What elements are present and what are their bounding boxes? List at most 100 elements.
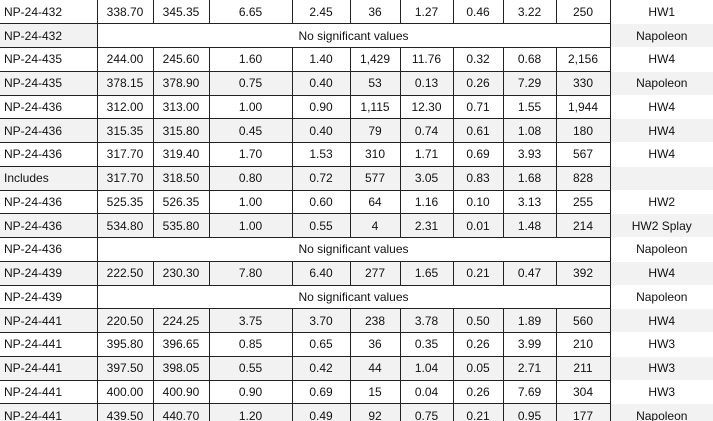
table-row: NP-24-436 525.35 526.35 1.00 0.60 64 1.16 0.10 3… bbox=[0, 190, 713, 215]
cell: 392 bbox=[555, 261, 610, 286]
cell: 0.42 bbox=[291, 356, 350, 381]
table-row: NP-24-441 397.50 398.05 0.55 0.42 44 1.04 0.05 2… bbox=[0, 356, 713, 381]
hole-id: NP-24-439 bbox=[0, 261, 97, 286]
cell: HW4 bbox=[609, 261, 713, 285]
cell: 64 bbox=[349, 190, 400, 215]
cell: HW4 bbox=[609, 308, 713, 333]
hole-id: NP-24-441 bbox=[0, 356, 97, 381]
cell: 224.25 bbox=[152, 308, 209, 333]
cell: 36 bbox=[349, 0, 400, 25]
cell: 6.40 bbox=[291, 261, 350, 286]
cell: 0.69 bbox=[452, 142, 503, 167]
hole-id: NP-24-435 bbox=[0, 47, 97, 72]
cell: 1.00 bbox=[208, 95, 292, 120]
cell: 526.35 bbox=[152, 190, 209, 215]
cell: 0.68 bbox=[502, 47, 556, 72]
cell: 0.10 bbox=[452, 190, 503, 215]
cell: 1.00 bbox=[208, 190, 292, 215]
cell: 2.71 bbox=[502, 356, 556, 381]
cell: 0.05 bbox=[452, 356, 503, 381]
cell: 0.21 bbox=[452, 261, 503, 286]
cell: 567 bbox=[555, 142, 610, 167]
cell: 1,944 bbox=[555, 95, 610, 120]
cell: 44 bbox=[349, 356, 400, 381]
hole-id: NP-24-436 bbox=[0, 142, 97, 167]
table-row: NP-24-441 400.00 400.90 0.90 0.69 15 0.04 0.26 7… bbox=[0, 380, 713, 405]
cell: 211 bbox=[555, 356, 610, 381]
cell: 318.50 bbox=[152, 166, 209, 191]
cell: 0.01 bbox=[452, 213, 503, 238]
zone: Napoleon bbox=[609, 237, 713, 262]
cell: 330 bbox=[555, 71, 610, 96]
cell: 214 bbox=[555, 213, 610, 238]
cell: 0.49 bbox=[291, 403, 350, 421]
cell: 250 bbox=[555, 0, 610, 25]
cell: 7.80 bbox=[208, 261, 292, 286]
cell: 1.40 bbox=[291, 47, 350, 72]
cell: 0.60 bbox=[291, 190, 350, 215]
cell: 2.45 bbox=[291, 0, 350, 25]
cell: 0.55 bbox=[291, 213, 350, 238]
hole-id: NP-24-441 bbox=[0, 403, 97, 421]
cell: 0.95 bbox=[502, 403, 556, 421]
cell: 439.50 bbox=[96, 403, 153, 421]
cell: 1,429 bbox=[349, 47, 400, 72]
cell: 315.35 bbox=[96, 118, 153, 143]
hole-id: NP-24-441 bbox=[0, 332, 97, 357]
table-row: NP-24-432 No significant values Napoleon bbox=[0, 23, 713, 48]
hole-id: NP-24-436 bbox=[0, 118, 97, 143]
table-row: NP-24-441 220.50 224.25 3.75 3.70 238 3.78 0.50… bbox=[0, 308, 713, 333]
cell: 440.70 bbox=[152, 403, 209, 421]
hole-id: NP-24-435 bbox=[0, 71, 97, 96]
table-row: NP-24-435 244.00 245.60 1.60 1.40 1,429 11.76 0… bbox=[0, 47, 713, 72]
cell: 0.90 bbox=[291, 95, 350, 120]
cell: 397.50 bbox=[96, 356, 153, 381]
cell: HW4 bbox=[609, 142, 713, 167]
cell: 1.16 bbox=[399, 190, 453, 215]
cell: 534.80 bbox=[96, 213, 153, 238]
hole-id: NP-24-439 bbox=[0, 285, 97, 310]
cell: 6.65 bbox=[208, 0, 292, 25]
cell: 0.40 bbox=[291, 71, 350, 96]
cell: 1.65 bbox=[399, 261, 453, 286]
cell: 0.47 bbox=[502, 261, 556, 286]
cell: 1.08 bbox=[502, 118, 556, 143]
cell: 1.55 bbox=[502, 95, 556, 120]
cell: 0.61 bbox=[452, 118, 503, 143]
cell: 1.71 bbox=[399, 142, 453, 167]
cell: 310 bbox=[349, 142, 400, 167]
cell: 15 bbox=[349, 380, 400, 405]
cell: 245.60 bbox=[152, 47, 209, 72]
cell: 0.26 bbox=[452, 71, 503, 96]
cell: 3.05 bbox=[399, 166, 453, 191]
table-row: NP-24-432 338.70 345.35 6.65 2.45 36 1.27 0.46 3… bbox=[0, 0, 713, 25]
cell: 0.21 bbox=[452, 403, 503, 421]
cell: 7.29 bbox=[502, 71, 556, 96]
cell: 1.04 bbox=[399, 356, 453, 381]
table-row: NP-24-441 439.50 440.70 1.20 0.49 92 0.75 0.21 0… bbox=[0, 403, 713, 421]
cell: Napoleon bbox=[609, 403, 713, 421]
cell: 0.04 bbox=[399, 380, 453, 405]
cell: 1,115 bbox=[349, 95, 400, 120]
cell: 577 bbox=[349, 166, 400, 191]
cell: 338.70 bbox=[96, 0, 153, 25]
cell: 177 bbox=[555, 403, 610, 421]
cell: 79 bbox=[349, 118, 400, 143]
cell: 36 bbox=[349, 332, 400, 357]
cell: 396.65 bbox=[152, 332, 209, 357]
cell: 0.32 bbox=[452, 47, 503, 72]
table-row: NP-24-439 No significant values Napoleon bbox=[0, 284, 713, 310]
cell: 0.90 bbox=[208, 380, 292, 405]
cell: 11.76 bbox=[399, 47, 453, 72]
cell: 313.00 bbox=[152, 95, 209, 120]
cell: 0.75 bbox=[399, 403, 453, 421]
cell: 0.71 bbox=[452, 95, 503, 120]
cell: 92 bbox=[349, 403, 400, 421]
cell: 315.80 bbox=[152, 118, 209, 143]
cell: 255 bbox=[555, 190, 610, 215]
cell: HW4 bbox=[609, 118, 713, 143]
hole-id: NP-24-432 bbox=[0, 0, 97, 25]
table-row: NP-24-436 317.70 319.40 1.70 1.53 310 1.71 0.69… bbox=[0, 142, 713, 167]
cell: HW3 bbox=[609, 332, 713, 357]
